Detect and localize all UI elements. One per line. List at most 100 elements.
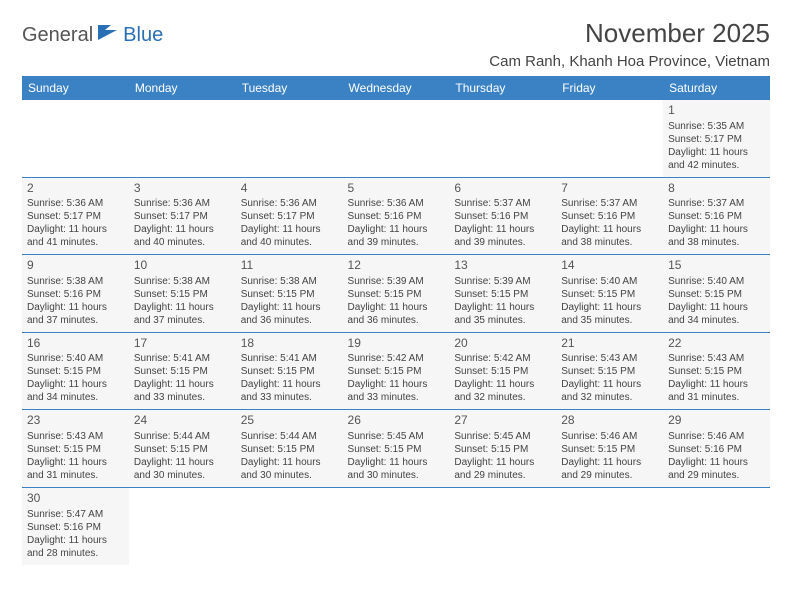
daylight-text: Daylight: 11 hours and 42 minutes. [668, 146, 765, 172]
daylight-text: Daylight: 11 hours and 34 minutes. [27, 378, 124, 404]
sunrise-text: Sunrise: 5:38 AM [134, 275, 231, 288]
daylight-text: Daylight: 11 hours and 35 minutes. [454, 301, 551, 327]
calendar-cell: 26Sunrise: 5:45 AMSunset: 5:15 PMDayligh… [343, 410, 450, 488]
sunset-text: Sunset: 5:15 PM [668, 288, 765, 301]
calendar-cell: 27Sunrise: 5:45 AMSunset: 5:15 PMDayligh… [449, 410, 556, 488]
daylight-text: Daylight: 11 hours and 33 minutes. [241, 378, 338, 404]
calendar-cell [236, 487, 343, 564]
sunset-text: Sunset: 5:15 PM [134, 365, 231, 378]
sunset-text: Sunset: 5:17 PM [241, 210, 338, 223]
day-number: 14 [561, 258, 658, 274]
sunset-text: Sunset: 5:15 PM [454, 443, 551, 456]
daylight-text: Daylight: 11 hours and 41 minutes. [27, 223, 124, 249]
calendar-cell: 15Sunrise: 5:40 AMSunset: 5:15 PMDayligh… [663, 255, 770, 333]
day-number: 24 [134, 413, 231, 429]
sunrise-text: Sunrise: 5:46 AM [561, 430, 658, 443]
sunset-text: Sunset: 5:15 PM [348, 443, 445, 456]
calendar-cell: 19Sunrise: 5:42 AMSunset: 5:15 PMDayligh… [343, 332, 450, 410]
day-number: 22 [668, 336, 765, 352]
daylight-text: Daylight: 11 hours and 39 minutes. [348, 223, 445, 249]
day-number: 5 [348, 181, 445, 197]
sunset-text: Sunset: 5:15 PM [348, 365, 445, 378]
daylight-text: Daylight: 11 hours and 34 minutes. [668, 301, 765, 327]
calendar-cell: 12Sunrise: 5:39 AMSunset: 5:15 PMDayligh… [343, 255, 450, 333]
day-number: 6 [454, 181, 551, 197]
daylight-text: Daylight: 11 hours and 39 minutes. [454, 223, 551, 249]
calendar-cell [556, 487, 663, 564]
daylight-text: Daylight: 11 hours and 32 minutes. [561, 378, 658, 404]
day-number: 17 [134, 336, 231, 352]
calendar-cell: 13Sunrise: 5:39 AMSunset: 5:15 PMDayligh… [449, 255, 556, 333]
sunset-text: Sunset: 5:15 PM [27, 443, 124, 456]
day-header: Sunday [22, 76, 129, 100]
daylight-text: Daylight: 11 hours and 35 minutes. [561, 301, 658, 327]
daylight-text: Daylight: 11 hours and 30 minutes. [348, 456, 445, 482]
sunrise-text: Sunrise: 5:44 AM [241, 430, 338, 443]
day-number: 30 [27, 491, 124, 507]
sunset-text: Sunset: 5:15 PM [241, 365, 338, 378]
day-number: 2 [27, 181, 124, 197]
sunset-text: Sunset: 5:16 PM [668, 210, 765, 223]
calendar-cell [22, 100, 129, 177]
calendar-cell: 3Sunrise: 5:36 AMSunset: 5:17 PMDaylight… [129, 177, 236, 255]
day-number: 25 [241, 413, 338, 429]
calendar-cell [663, 487, 770, 564]
daylight-text: Daylight: 11 hours and 29 minutes. [668, 456, 765, 482]
sunset-text: Sunset: 5:15 PM [561, 365, 658, 378]
day-number: 18 [241, 336, 338, 352]
sunrise-text: Sunrise: 5:35 AM [668, 120, 765, 133]
calendar-cell: 1Sunrise: 5:35 AMSunset: 5:17 PMDaylight… [663, 100, 770, 177]
sunset-text: Sunset: 5:15 PM [241, 288, 338, 301]
sunrise-text: Sunrise: 5:37 AM [454, 197, 551, 210]
sunrise-text: Sunrise: 5:40 AM [668, 275, 765, 288]
day-header: Wednesday [343, 76, 450, 100]
calendar-cell: 29Sunrise: 5:46 AMSunset: 5:16 PMDayligh… [663, 410, 770, 488]
sunset-text: Sunset: 5:16 PM [27, 288, 124, 301]
day-number: 23 [27, 413, 124, 429]
title-block: November 2025 Cam Ranh, Khanh Hoa Provin… [489, 18, 770, 70]
sunrise-text: Sunrise: 5:43 AM [561, 352, 658, 365]
calendar-cell: 25Sunrise: 5:44 AMSunset: 5:15 PMDayligh… [236, 410, 343, 488]
daylight-text: Daylight: 11 hours and 30 minutes. [134, 456, 231, 482]
daylight-text: Daylight: 11 hours and 38 minutes. [561, 223, 658, 249]
calendar-cell: 8Sunrise: 5:37 AMSunset: 5:16 PMDaylight… [663, 177, 770, 255]
calendar-cell: 17Sunrise: 5:41 AMSunset: 5:15 PMDayligh… [129, 332, 236, 410]
sunset-text: Sunset: 5:15 PM [134, 288, 231, 301]
sunset-text: Sunset: 5:16 PM [348, 210, 445, 223]
day-header: Monday [129, 76, 236, 100]
calendar-cell: 10Sunrise: 5:38 AMSunset: 5:15 PMDayligh… [129, 255, 236, 333]
sunset-text: Sunset: 5:17 PM [134, 210, 231, 223]
sunrise-text: Sunrise: 5:44 AM [134, 430, 231, 443]
day-number: 11 [241, 258, 338, 274]
sunset-text: Sunset: 5:15 PM [241, 443, 338, 456]
calendar-cell [449, 100, 556, 177]
month-title: November 2025 [489, 18, 770, 49]
calendar-cell [343, 100, 450, 177]
daylight-text: Daylight: 11 hours and 40 minutes. [241, 223, 338, 249]
day-number: 10 [134, 258, 231, 274]
day-header: Saturday [663, 76, 770, 100]
logo-text-blue: Blue [123, 24, 163, 47]
sunrise-text: Sunrise: 5:37 AM [561, 197, 658, 210]
day-number: 15 [668, 258, 765, 274]
calendar-cell: 20Sunrise: 5:42 AMSunset: 5:15 PMDayligh… [449, 332, 556, 410]
daylight-text: Daylight: 11 hours and 29 minutes. [561, 456, 658, 482]
sunrise-text: Sunrise: 5:39 AM [348, 275, 445, 288]
day-number: 29 [668, 413, 765, 429]
calendar-cell: 4Sunrise: 5:36 AMSunset: 5:17 PMDaylight… [236, 177, 343, 255]
header: General Blue November 2025 Cam Ranh, Kha… [22, 18, 770, 70]
sunset-text: Sunset: 5:15 PM [348, 288, 445, 301]
sunrise-text: Sunrise: 5:42 AM [348, 352, 445, 365]
calendar-cell: 18Sunrise: 5:41 AMSunset: 5:15 PMDayligh… [236, 332, 343, 410]
day-number: 26 [348, 413, 445, 429]
sunset-text: Sunset: 5:16 PM [561, 210, 658, 223]
calendar-cell [449, 487, 556, 564]
sunset-text: Sunset: 5:15 PM [134, 443, 231, 456]
day-number: 4 [241, 181, 338, 197]
sunset-text: Sunset: 5:15 PM [668, 365, 765, 378]
day-number: 19 [348, 336, 445, 352]
day-number: 28 [561, 413, 658, 429]
daylight-text: Daylight: 11 hours and 29 minutes. [454, 456, 551, 482]
calendar-head: SundayMondayTuesdayWednesdayThursdayFrid… [22, 76, 770, 100]
daylight-text: Daylight: 11 hours and 28 minutes. [27, 534, 124, 560]
